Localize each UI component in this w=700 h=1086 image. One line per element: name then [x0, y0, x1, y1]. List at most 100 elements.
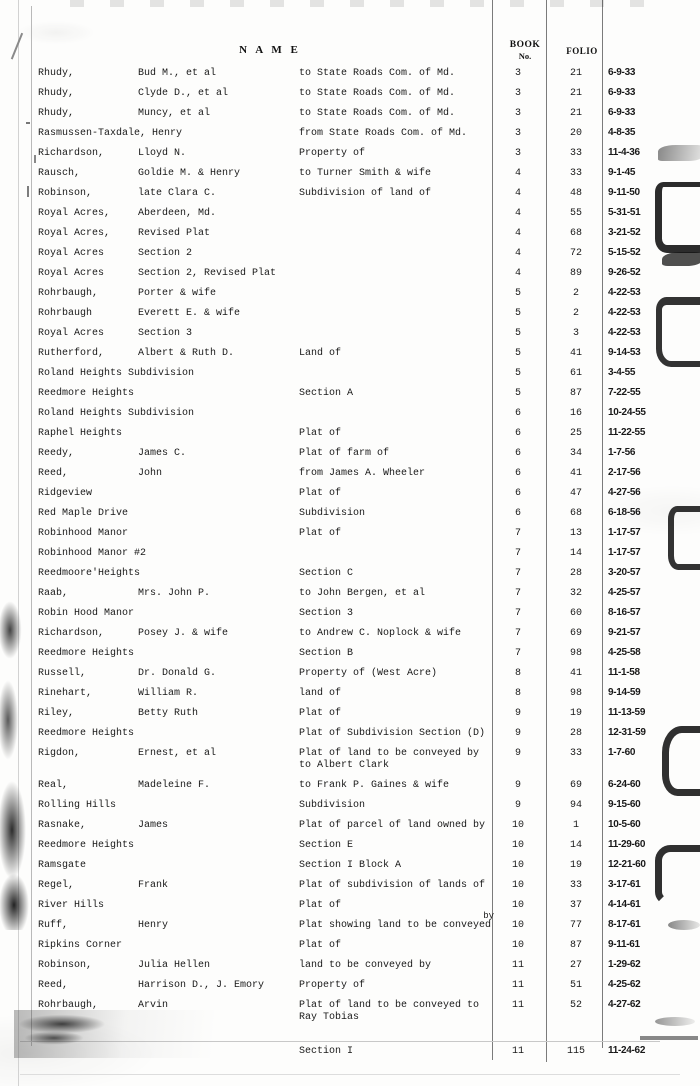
cell-description: Subdivision — [299, 800, 366, 811]
cell-description: Plat showing land to be conveyed by — [299, 911, 494, 931]
cell-date: 10-5-60 — [608, 819, 641, 830]
column-header-name: N A M E — [239, 44, 301, 56]
table-row: Roland Heights Subdivision 6 16 10-24-55 — [0, 404, 700, 428]
cell-given-name: Harrison D., J. Emory — [138, 980, 265, 991]
cell-folio-number: 25 — [569, 428, 582, 439]
cell-description: to State Roads Com. of Md. — [299, 108, 456, 119]
cell-surname: Riley, — [38, 708, 75, 719]
cell-folio-number: 87 — [569, 940, 582, 951]
cell-date: 8-17-61 — [608, 919, 641, 930]
cell-given-name: James C. — [138, 448, 187, 459]
cell-surname: Rohrbaugh, — [38, 1000, 99, 1011]
cell-description: to John Bergen, et al — [299, 588, 426, 599]
cell-folio-number: 48 — [569, 188, 582, 199]
cell-book-number: 3 — [514, 148, 521, 159]
cell-surname: Royal Acres — [38, 248, 105, 259]
page-footer-rule — [20, 1074, 680, 1075]
cell-date: 9-21-57 — [608, 627, 641, 638]
cell-date: 3-17-61 — [608, 879, 641, 890]
cell-surname: Rhudy, — [38, 88, 75, 99]
cell-book-number: 10 — [511, 860, 524, 871]
cell-folio-number: 19 — [569, 708, 582, 719]
cell-given-name: Henry — [138, 920, 169, 931]
cell-given-name: Clyde D., et al — [138, 88, 229, 99]
table-row: Richardson, Posey J. & wife to Andrew C. N… — [0, 624, 700, 648]
cell-surname: Robinson, — [38, 188, 93, 199]
cell-given-name: Revised Plat — [138, 228, 211, 239]
cell-given-name: Mrs. John P. — [138, 588, 211, 599]
table-row: Russell, Dr. Donald G. Property of (West A… — [0, 664, 700, 688]
cell-description: Section C — [299, 568, 354, 579]
cell-date: 11-29-60 — [608, 839, 646, 850]
table-row: Rasnake, James Plat of parcel of land owne… — [0, 816, 700, 840]
cell-folio-number: 68 — [569, 228, 582, 239]
cell-description: Land of — [299, 348, 342, 359]
cell-surname: Rigdon, — [38, 748, 81, 759]
column-header-book-label: BOOK — [509, 40, 541, 50]
cell-description: from James A. Wheeler — [299, 468, 426, 479]
cell-surname: Robinhood Manor — [38, 528, 129, 539]
table-row: Real, Madeleine F. to Frank P. Gaines & wi… — [0, 776, 700, 800]
cell-date: 6-9-33 — [608, 107, 636, 118]
table-row: Rutherford, Albert & Ruth D. Land of 5 41 9-1… — [0, 344, 700, 368]
cell-description: to Andrew C. Noplock & wife — [299, 628, 462, 639]
table-row: Rinehart, William R. land of 8 98 9-14-59 — [0, 684, 700, 708]
cell-surname: Royal Acres, — [38, 228, 111, 239]
cell-book-number: 5 — [514, 348, 521, 359]
cell-book-number: 5 — [514, 328, 521, 339]
cell-description: land to be conveyed by — [299, 960, 432, 971]
cell-date: 9-11-50 — [608, 187, 640, 198]
table-row: Reedmore Heights Plat of Subdivision Sect… — [0, 724, 700, 748]
cell-description: Plat of — [299, 488, 342, 499]
cell-date: 5-31-51 — [608, 207, 641, 218]
cell-book-number: 7 — [514, 648, 521, 659]
cell-folio-number: 32 — [569, 588, 582, 599]
left-edge-rule — [18, 0, 19, 1086]
cell-book-number: 8 — [514, 688, 521, 699]
table-row: Robinhood Manor Plat of 7 13 1-17-57 — [0, 524, 700, 548]
cell-date: 9-14-59 — [608, 687, 641, 698]
cell-description: to Turner Smith & wife — [299, 168, 432, 179]
cell-surname: Reedmore Heights — [38, 388, 135, 399]
cell-book-number: 5 — [514, 308, 521, 319]
cell-date: 9-11-61 — [608, 939, 640, 950]
cell-folio-number: 47 — [569, 488, 582, 499]
cell-date: 4-27-62 — [608, 999, 641, 1010]
cell-folio-number: 20 — [569, 128, 582, 139]
cell-book-number: 9 — [514, 780, 521, 791]
cell-folio-number: 28 — [569, 568, 582, 579]
cell-surname: Reedmore Heights — [38, 728, 135, 739]
cell-folio-number: 33 — [569, 168, 582, 179]
table-row: Richardson, Lloyd N. Property of 3 33 11-4-36 — [0, 144, 700, 168]
cell-book-number: 4 — [514, 268, 521, 279]
date-column-rule — [602, 0, 603, 1048]
cell-surname: Rohrbaugh, — [38, 288, 99, 299]
table-row: Red Maple Drive Subdivision 6 68 6-18-56 — [0, 504, 700, 528]
cell-description: Section I — [299, 1046, 354, 1057]
cell-date: 1-7-60 — [608, 747, 636, 758]
cell-date: 1-7-56 — [608, 447, 636, 458]
cell-date: 4-22-53 — [608, 287, 641, 298]
cell-surname: Ripkins Corner — [38, 940, 123, 951]
cell-surname: Rolling Hills — [38, 800, 117, 811]
cell-book-number: 3 — [514, 88, 521, 99]
cell-surname: Ridgeview — [38, 488, 93, 499]
cell-date: 9-26-52 — [608, 267, 641, 278]
cell-given-name: Lloyd N. — [138, 148, 187, 159]
cell-description: Plat of — [299, 428, 342, 439]
cell-folio-number: 115 — [566, 1046, 585, 1057]
cell-given-name: Goldie M. & Henry — [138, 168, 241, 179]
cell-folio-number: 60 — [569, 608, 582, 619]
table-row: Royal Acres, Revised Plat 4 68 3-21-52 — [0, 224, 700, 248]
cell-book-number: 10 — [511, 840, 524, 851]
cell-date: 2-17-56 — [608, 467, 641, 478]
cell-given-name: Section 2, Revised Plat — [138, 268, 277, 279]
top-edge-artifact — [70, 0, 670, 7]
cell-description: Plat of parcel of land owned by — [299, 820, 486, 831]
cell-surname: Raphel Heights — [38, 428, 123, 439]
cell-surname: Rausch, — [38, 168, 81, 179]
cell-book-number: 3 — [514, 128, 521, 139]
cell-description: to State Roads Com. of Md. — [299, 68, 456, 79]
cell-date: 11-22-55 — [608, 427, 646, 438]
cell-folio-number: 69 — [569, 628, 582, 639]
